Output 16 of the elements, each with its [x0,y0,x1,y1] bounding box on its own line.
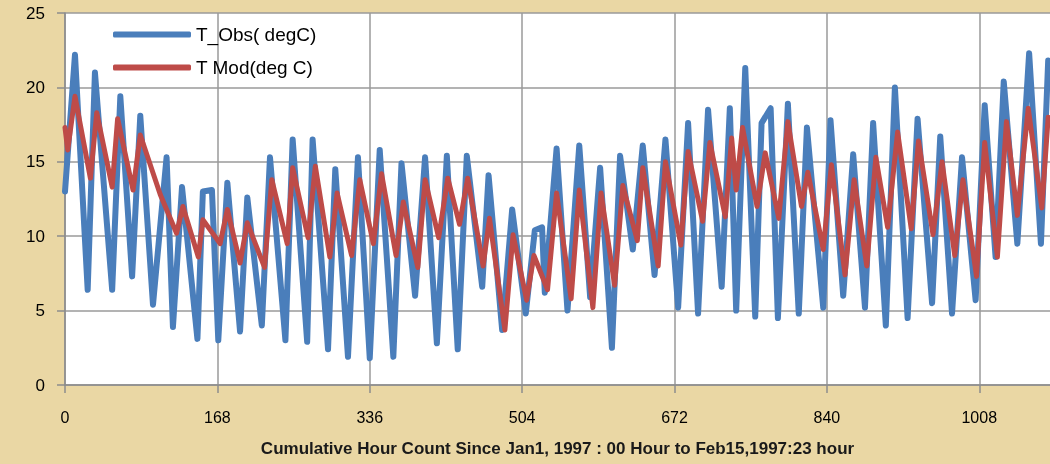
legend-label: T_Obs( degC) [196,24,317,46]
y-tick-label: 25 [26,3,45,23]
y-tick-label: 0 [35,375,45,395]
legend-label: T Mod(deg C) [196,57,313,78]
x-tick-label: 504 [508,408,536,426]
x-tick-label: 168 [204,408,231,426]
x-axis-title: Cumulative Hour Count Since Jan1, 1997 : 00 Hour to Feb15,1997:23 hour [260,439,855,458]
y-tick-label: 5 [35,301,45,321]
y-tick-label: 20 [26,77,45,97]
y-tick-label: 10 [26,226,45,246]
y-tick-label: 15 [26,152,45,172]
x-tick-label: 1008 [961,408,998,426]
x-tick-label: 336 [356,408,384,426]
x-tick-label: 840 [813,408,841,426]
x-tick-label: 0 [60,408,70,426]
x-tick-label: 672 [661,408,688,426]
